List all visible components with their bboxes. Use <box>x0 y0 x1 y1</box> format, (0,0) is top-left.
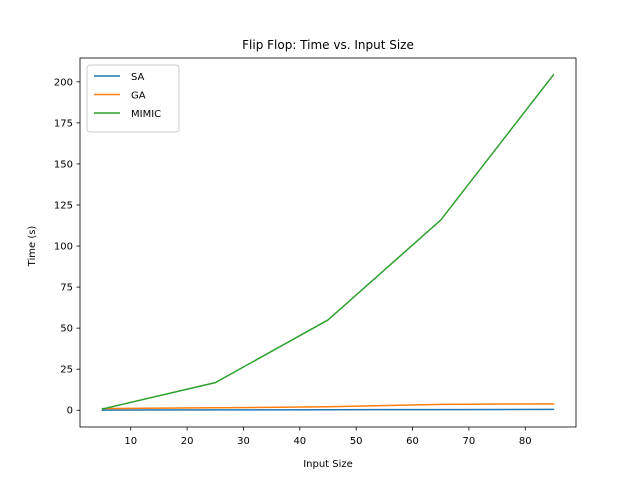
y-tick-label: 200 <box>54 77 73 88</box>
axes-frame <box>79 57 577 428</box>
series-line-ga <box>101 403 555 410</box>
y-tick-label: 175 <box>54 118 73 129</box>
series-line-mimic <box>101 73 555 410</box>
legend-box <box>86 64 180 133</box>
x-tick-label: 50 <box>350 436 363 447</box>
y-tick-label: 150 <box>54 159 73 170</box>
y-axis-ticks: 0 25 50 75 100 125 150 175 200 <box>54 77 80 417</box>
x-tick-label: 30 <box>237 436 250 447</box>
y-axis-label: Time (s) <box>27 226 38 268</box>
legend-label-mimic: MIMIC <box>131 109 161 120</box>
series-line-sa <box>101 408 555 411</box>
x-tick-label: 10 <box>124 436 137 447</box>
legend-label-ga: GA <box>131 91 146 102</box>
legend-label-sa: SA <box>131 72 145 83</box>
x-tick-label: 40 <box>293 436 306 447</box>
plot-area <box>79 57 577 428</box>
x-tick-label: 70 <box>463 436 476 447</box>
y-tick-label: 125 <box>54 200 73 211</box>
x-axis-label: Input Size <box>303 459 353 470</box>
x-tick-label: 80 <box>519 436 532 447</box>
y-tick-label: 75 <box>60 283 73 294</box>
legend: SA GA MIMIC <box>86 64 180 133</box>
y-tick-label: 50 <box>60 324 73 335</box>
x-tick-label: 60 <box>406 436 419 447</box>
chart-title: Flip Flop: Time vs. Input Size <box>242 38 414 52</box>
y-tick-label: 25 <box>60 365 73 376</box>
y-tick-label: 0 <box>67 406 73 417</box>
x-axis-ticks: 10 20 30 40 50 60 70 80 <box>124 427 532 447</box>
y-tick-label: 100 <box>54 242 73 253</box>
x-tick-label: 20 <box>181 436 194 447</box>
